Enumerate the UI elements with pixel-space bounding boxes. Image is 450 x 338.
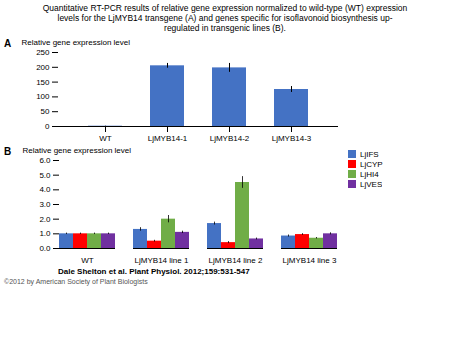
svg-text:100: 100 xyxy=(36,92,50,101)
svg-text:0.0: 0.0 xyxy=(39,244,51,253)
html-text:LjCYP: LjCYP xyxy=(360,159,383,169)
svg-text:6.0: 6.0 xyxy=(39,156,51,165)
svg-text:200: 200 xyxy=(36,62,50,71)
html-text:LjIFS: LjIFS xyxy=(360,149,379,159)
svg-text:Relative gene expression level: Relative gene expression level xyxy=(23,146,132,155)
html-text:LjHI4: LjHI4 xyxy=(360,169,379,179)
svg-text:5.0: 5.0 xyxy=(39,170,51,179)
svg-text:3.0: 3.0 xyxy=(39,200,51,209)
svg-text:50: 50 xyxy=(41,107,50,116)
svg-text:0: 0 xyxy=(45,122,50,131)
html-text:A: A xyxy=(4,37,12,49)
html-text:Quantitative RT-PCR results of: Quantitative RT-PCR results of relative … xyxy=(42,3,408,34)
html-text:Dale Shelton et al. Plant Phys: Dale Shelton et al. Plant Physiol. 2012;… xyxy=(58,266,250,276)
svg-text:LjMYB14-1: LjMYB14-1 xyxy=(148,134,188,143)
svg-text:LjMYB14-3: LjMYB14-3 xyxy=(272,134,312,143)
svg-text:1.0: 1.0 xyxy=(39,229,51,238)
html-text:B: B xyxy=(4,145,12,157)
html-text:©2012 by American Society of P: ©2012 by American Society of Plant Biolo… xyxy=(4,277,148,285)
svg-text:Relative gene expression level: Relative gene expression level xyxy=(22,38,131,47)
svg-text:LjMYB14 line 1: LjMYB14 line 1 xyxy=(135,256,189,265)
svg-text:150: 150 xyxy=(36,77,50,86)
svg-text:WT: WT xyxy=(81,256,94,265)
svg-text:WT: WT xyxy=(99,134,112,143)
svg-text:4.0: 4.0 xyxy=(39,185,51,194)
svg-text:LjMYB14 line 2: LjMYB14 line 2 xyxy=(209,256,263,265)
html-text:LjVES: LjVES xyxy=(360,179,383,189)
svg-text:250: 250 xyxy=(36,48,50,57)
svg-text:LjMYB14-2: LjMYB14-2 xyxy=(210,134,250,143)
svg-text:LjMYB14 line 3: LjMYB14 line 3 xyxy=(283,256,337,265)
svg-text:2.0: 2.0 xyxy=(39,214,51,223)
